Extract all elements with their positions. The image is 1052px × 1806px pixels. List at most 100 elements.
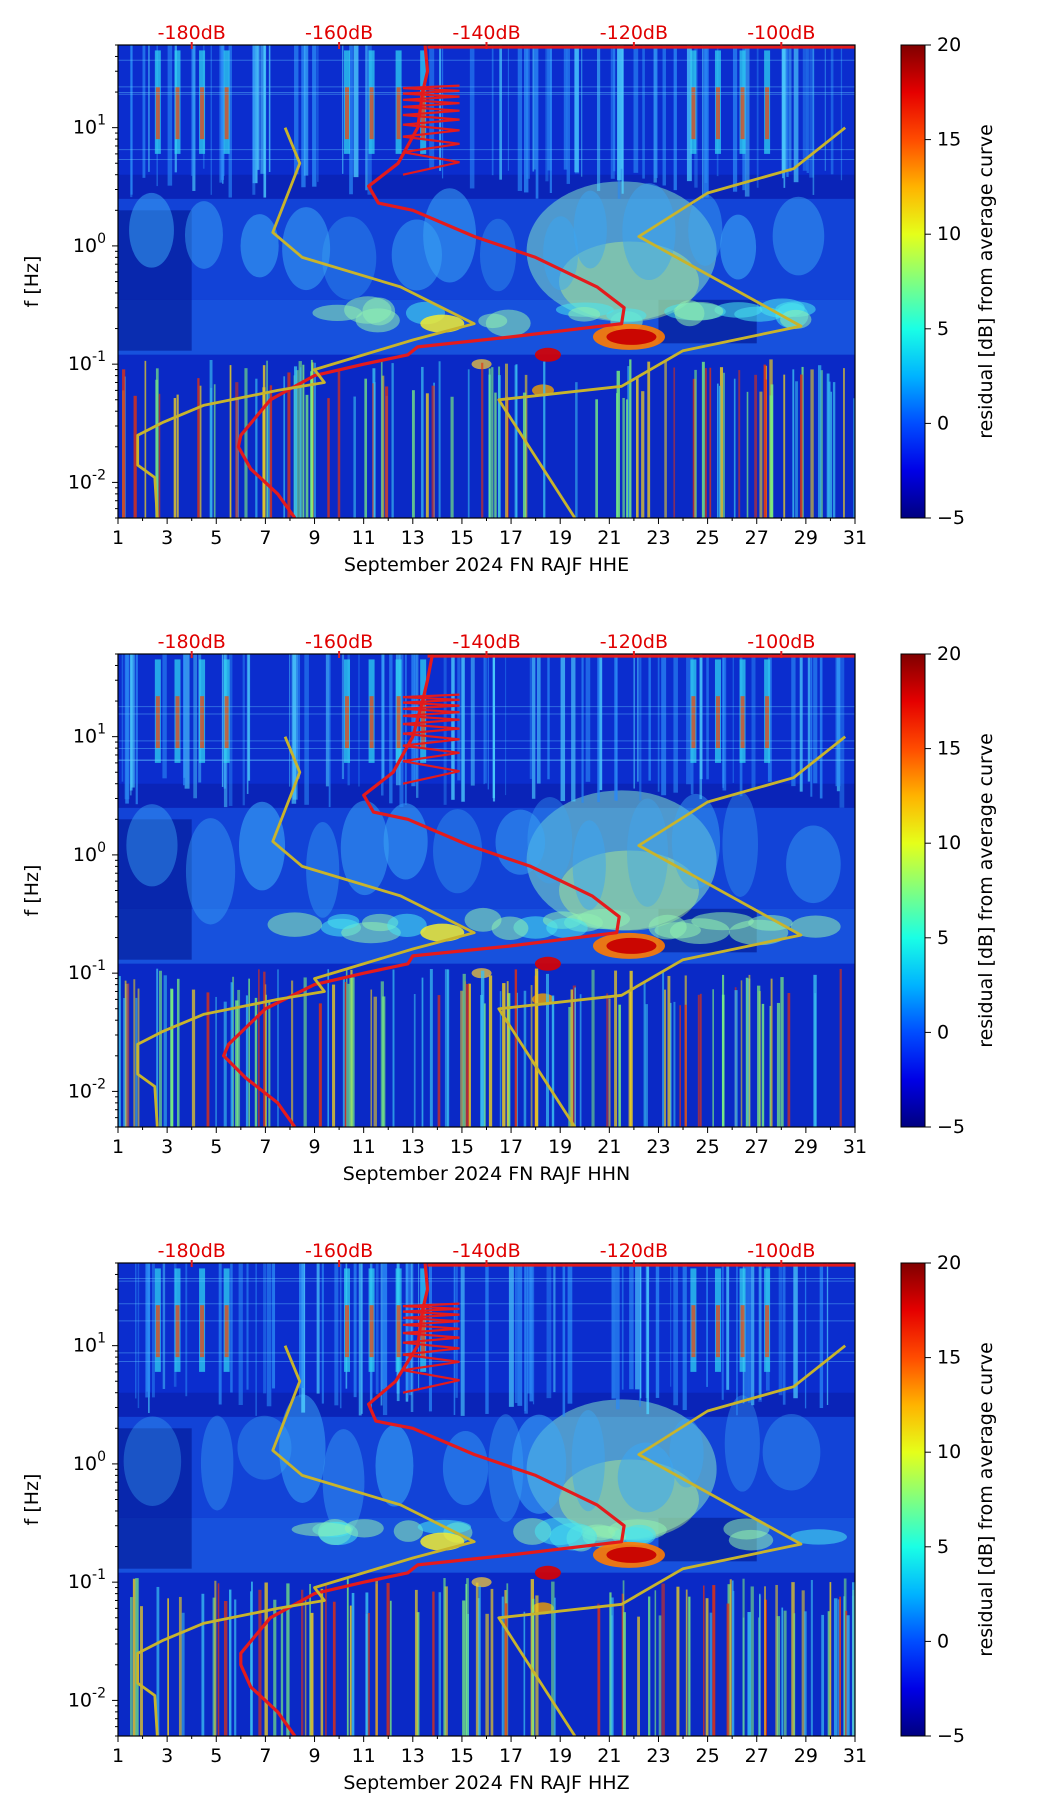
x-tick-label: 17 (499, 1745, 523, 1767)
colorbar-tick-label: 15 (937, 129, 961, 151)
y-tick-label: 10-1 (68, 349, 106, 375)
top-db-label: -180dB (158, 631, 226, 653)
colorbar-tick-label: 10 (937, 223, 961, 245)
x-tick-label: 9 (308, 1745, 320, 1767)
x-tick-label: 9 (308, 1136, 320, 1158)
top-db-label: -180dB (158, 1240, 226, 1262)
colorbar-tick-label: −5 (937, 1725, 965, 1747)
top-db-label: -120dB (600, 1240, 668, 1262)
x-tick-label: 31 (843, 1745, 867, 1767)
y-tick-label: 101 (73, 1331, 106, 1357)
top-db-label: -140dB (452, 22, 520, 44)
noise-model-curve-high (497, 735, 847, 1127)
top-db-label: -120dB (600, 631, 668, 653)
colorbar-tick-label: 10 (937, 832, 961, 854)
y-axis-label: f [Hz] (21, 1474, 43, 1526)
colorbar-tick-label: 15 (937, 738, 961, 760)
x-tick-label: 27 (745, 1136, 769, 1158)
colorbar-tick-label: 0 (937, 1630, 949, 1652)
x-tick-label: 29 (794, 527, 818, 549)
noise-model-curve-high (497, 1344, 847, 1736)
curves (136, 654, 855, 1127)
x-tick-label: 3 (161, 1136, 173, 1158)
x-tick-label: 7 (259, 1136, 271, 1158)
colorbar: −5 0 5 10 15 20 residual [dB] from average cur… (900, 643, 997, 1138)
colorbar-tick-label: 20 (937, 1252, 961, 1274)
colorbar-tick-label: 0 (937, 412, 949, 434)
colorbar-tick-label: −5 (937, 507, 965, 529)
noise-model-curve (136, 736, 476, 1127)
average-psd-curve (222, 654, 621, 1127)
y-axis-label: f [Hz] (21, 256, 43, 308)
x-tick-label: 15 (450, 1745, 474, 1767)
top-db-label: -100dB (747, 22, 815, 44)
x-axis-label: September 2024 FN RAJF HHE (344, 554, 629, 576)
x-tick-label: 21 (597, 1136, 621, 1158)
x-tick-label: 3 (161, 527, 173, 549)
y-tick-label: 10-1 (68, 958, 106, 984)
x-tick-label: 1 (112, 1745, 124, 1767)
noise-model-curve (136, 127, 476, 518)
y-tick-label: 10-1 (68, 1567, 106, 1593)
x-tick-label: 11 (352, 1136, 376, 1158)
x-tick-label: 29 (794, 1136, 818, 1158)
x-tick-label: 21 (597, 1745, 621, 1767)
curves (136, 45, 855, 518)
x-tick-label: 17 (499, 527, 523, 549)
x-tick-label: 29 (794, 1745, 818, 1767)
colorbar-tick-label: 5 (937, 1536, 949, 1558)
curves (136, 1263, 855, 1736)
heatmap-area (118, 1263, 855, 1736)
y-tick-label: 10-2 (68, 1076, 106, 1102)
x-tick-label: 7 (259, 527, 271, 549)
x-tick-label: 13 (401, 1136, 425, 1158)
x-tick-label: 23 (646, 527, 670, 549)
colorbar-tick-label: 20 (937, 34, 961, 56)
top-db-label: -140dB (452, 631, 520, 653)
y-tick-label: 100 (73, 840, 106, 866)
top-db-label: -160dB (305, 631, 373, 653)
x-tick-label: 21 (597, 527, 621, 549)
colorbar-label: residual [dB] from average curve (975, 124, 997, 439)
y-tick-label: 101 (73, 113, 106, 139)
top-db-label: -100dB (747, 631, 815, 653)
top-db-label: -100dB (747, 1240, 815, 1262)
x-tick-label: 27 (745, 1745, 769, 1767)
x-tick-label: 7 (259, 1745, 271, 1767)
top-db-label: -140dB (452, 1240, 520, 1262)
y-tick-label: 101 (73, 722, 106, 748)
y-tick-label: 100 (73, 1449, 106, 1475)
x-tick-label: 5 (210, 1136, 222, 1158)
x-tick-label: 23 (646, 1136, 670, 1158)
average-psd-spikes (402, 693, 460, 785)
y-tick-label: 10-2 (68, 467, 106, 493)
x-tick-label: 19 (548, 527, 572, 549)
colorbar-tick-label: −5 (937, 1116, 965, 1138)
x-tick-label: 31 (843, 1136, 867, 1158)
colorbar-label: residual [dB] from average curve (975, 733, 997, 1048)
top-db-label: -120dB (600, 22, 668, 44)
top-db-label: -180dB (158, 22, 226, 44)
colorbar: −5 0 5 10 15 20 residual [dB] from average cur… (900, 1252, 997, 1747)
x-tick-label: 13 (401, 527, 425, 549)
average-psd-curve (236, 45, 626, 518)
colorbar-tick-label: 0 (937, 1021, 949, 1043)
average-psd-spikes (402, 84, 460, 176)
y-tick-label: 10-2 (68, 1685, 106, 1711)
x-tick-label: 19 (548, 1745, 572, 1767)
x-tick-label: 1 (112, 527, 124, 549)
x-tick-label: 9 (308, 527, 320, 549)
colorbar-label: residual [dB] from average curve (975, 1342, 997, 1657)
colorbar-tick-label: 5 (937, 927, 949, 949)
top-db-label: -160dB (305, 1240, 373, 1262)
y-axis-label: f [Hz] (21, 865, 43, 917)
top-db-label: -160dB (305, 22, 373, 44)
x-tick-label: 13 (401, 1745, 425, 1767)
x-tick-label: 27 (745, 527, 769, 549)
x-axis-label: September 2024 FN RAJF HHZ (343, 1772, 629, 1794)
x-tick-label: 25 (696, 1136, 720, 1158)
